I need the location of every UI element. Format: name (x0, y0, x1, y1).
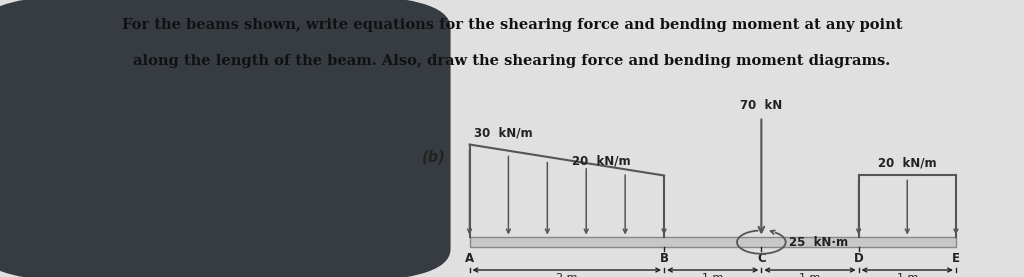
Text: 20  kN/m: 20 kN/m (878, 156, 937, 169)
Text: 2 m: 2 m (556, 273, 578, 277)
Text: A: A (465, 252, 474, 265)
Text: along the length of the beam. Also, draw the shearing force and bending moment d: along the length of the beam. Also, draw… (133, 54, 891, 68)
Text: 30  kN/m: 30 kN/m (474, 127, 534, 140)
Text: 25  kN·m: 25 kN·m (788, 236, 848, 249)
Text: E: E (952, 252, 959, 265)
Text: 1 m: 1 m (897, 273, 918, 277)
Text: 1 m: 1 m (800, 273, 820, 277)
Text: (b): (b) (422, 149, 445, 164)
FancyBboxPatch shape (0, 0, 451, 277)
Text: B: B (659, 252, 669, 265)
Text: For the beams shown, write equations for the shearing force and bending moment a: For the beams shown, write equations for… (122, 18, 902, 32)
Text: 1 m: 1 m (702, 273, 723, 277)
Text: 20  kN/m: 20 kN/m (571, 154, 631, 167)
Text: 70  kN: 70 kN (740, 99, 782, 112)
Text: C: C (757, 252, 766, 265)
Text: D: D (854, 252, 863, 265)
Bar (469, 237, 956, 247)
